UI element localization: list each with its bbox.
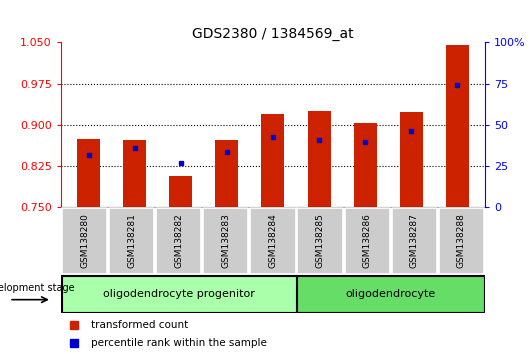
Text: GSM138285: GSM138285: [315, 213, 324, 268]
Text: oligodendrocyte: oligodendrocyte: [346, 289, 436, 299]
Text: development stage: development stage: [0, 283, 75, 293]
Bar: [250, 208, 296, 274]
Bar: [446, 45, 469, 207]
Bar: [297, 208, 343, 274]
Text: GSM138283: GSM138283: [222, 213, 231, 268]
Bar: [77, 138, 100, 207]
Bar: [169, 176, 192, 207]
Text: GSM138287: GSM138287: [410, 213, 419, 268]
Bar: [156, 208, 201, 274]
Text: transformed count: transformed count: [91, 320, 188, 330]
Bar: [62, 208, 107, 274]
Bar: [344, 208, 390, 274]
Text: GSM138280: GSM138280: [80, 213, 89, 268]
Bar: [439, 208, 484, 274]
Bar: [392, 208, 437, 274]
Text: GSM138281: GSM138281: [127, 213, 136, 268]
Bar: [400, 112, 423, 207]
Bar: [123, 139, 146, 207]
Text: GSM138286: GSM138286: [363, 213, 372, 268]
Text: GSM138288: GSM138288: [457, 213, 466, 268]
Bar: [203, 208, 249, 274]
Text: oligodendrocyte progenitor: oligodendrocyte progenitor: [103, 289, 255, 299]
Bar: [297, 276, 484, 312]
Text: percentile rank within the sample: percentile rank within the sample: [91, 338, 267, 348]
Bar: [62, 276, 296, 312]
Title: GDS2380 / 1384569_at: GDS2380 / 1384569_at: [192, 28, 354, 41]
Bar: [109, 208, 154, 274]
Bar: [307, 110, 331, 207]
Text: GSM138282: GSM138282: [174, 213, 183, 268]
Bar: [354, 122, 377, 207]
Bar: [261, 114, 285, 207]
Bar: [215, 140, 238, 207]
Text: GSM138284: GSM138284: [269, 213, 277, 268]
